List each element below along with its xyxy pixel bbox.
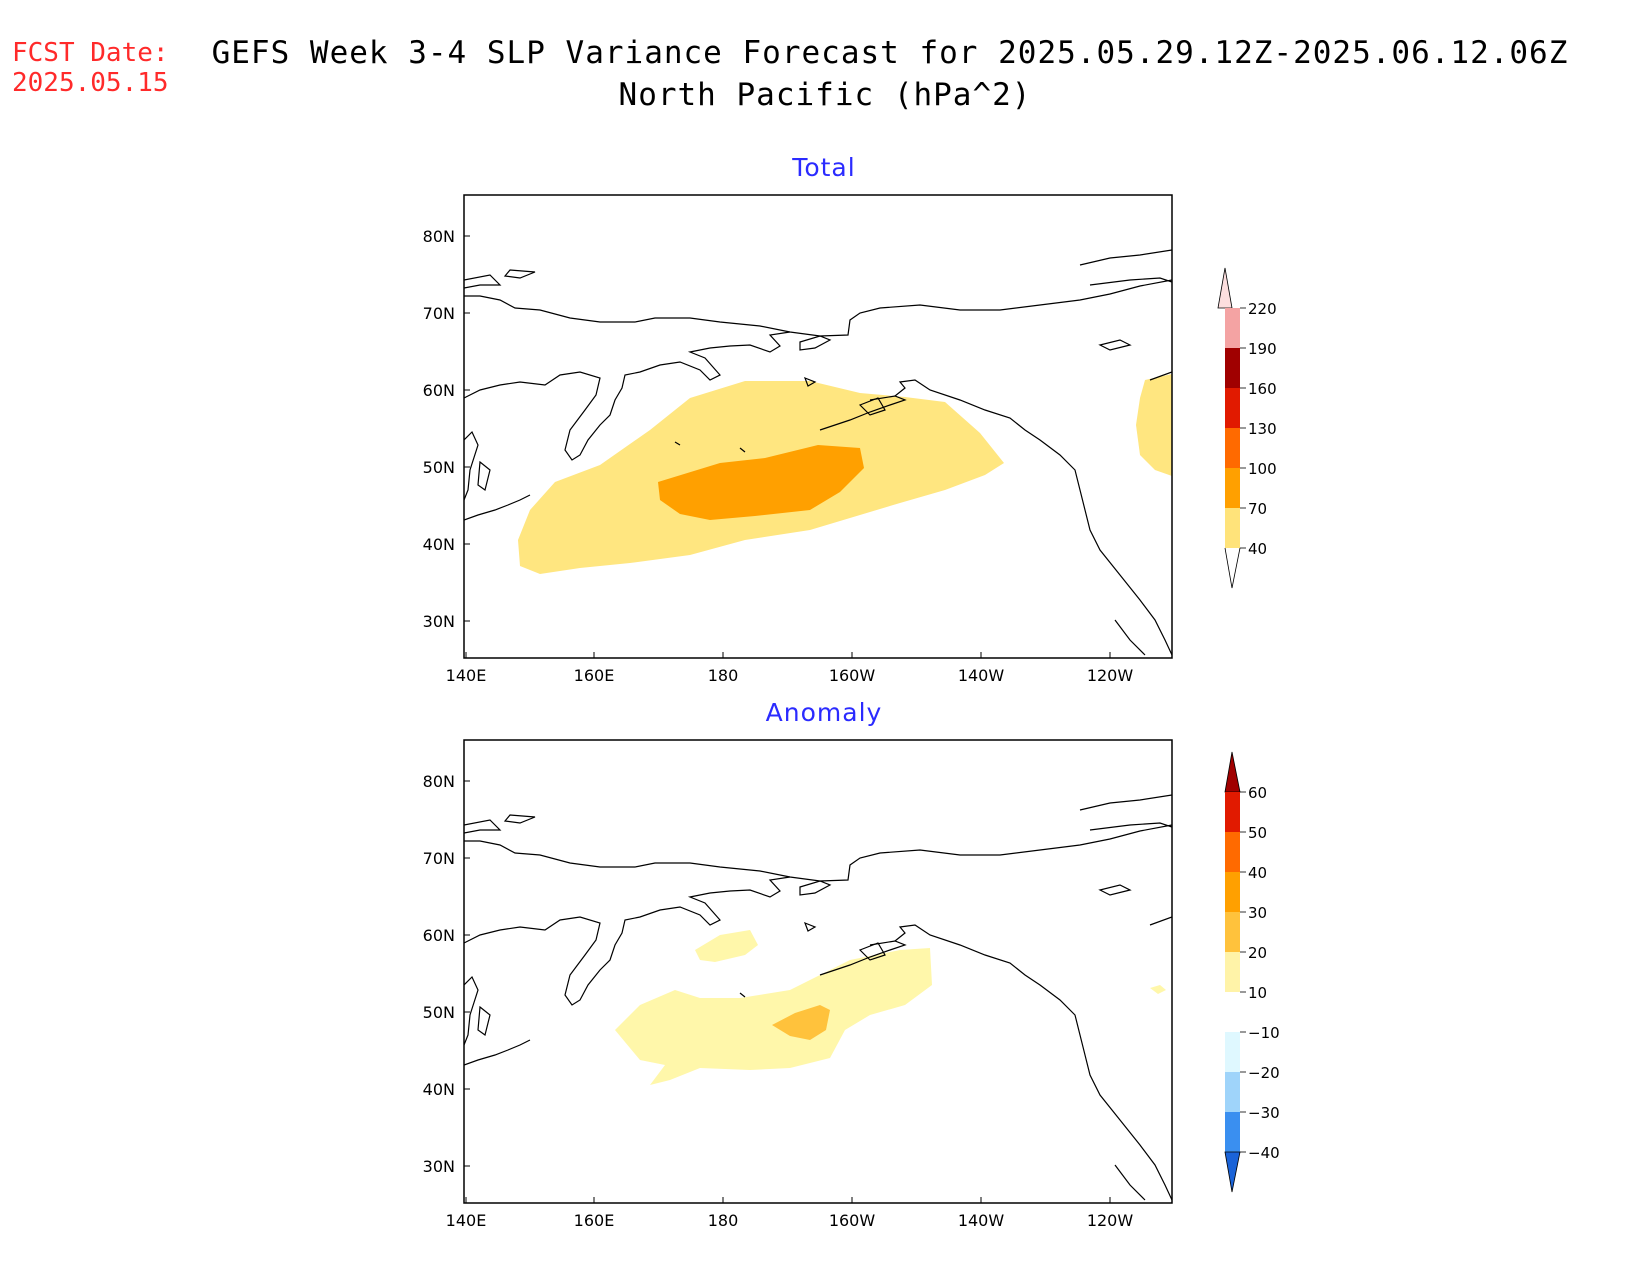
colorbar-label: 50 bbox=[1248, 824, 1267, 842]
forecast-date-label: FCST Date: bbox=[12, 38, 169, 68]
lon-label: 160W bbox=[829, 1211, 876, 1230]
forecast-date-block: FCST Date: 2025.05.15 bbox=[12, 38, 169, 98]
colorbar-label: −20 bbox=[1248, 1064, 1280, 1082]
anomaly-contour-10-20-right bbox=[1150, 985, 1166, 994]
variance-contour-70-100 bbox=[658, 445, 864, 520]
colorbar-label: 130 bbox=[1248, 420, 1277, 438]
lat-label: 50N bbox=[423, 1003, 455, 1022]
colorbar-arrow-top bbox=[1224, 751, 1241, 793]
colorbar-swatch bbox=[1225, 308, 1240, 348]
lon-label: 140W bbox=[958, 666, 1005, 685]
lat-label: 30N bbox=[423, 612, 455, 631]
title-line-1: GEFS Week 3-4 SLP Variance Forecast for … bbox=[211, 35, 1569, 71]
panel-anomaly: Anomaly bbox=[423, 698, 1280, 1230]
lat-label: 30N bbox=[423, 1157, 455, 1176]
colorbar-swatch bbox=[1225, 388, 1240, 428]
lat-label: 60N bbox=[423, 926, 455, 945]
colorbar-swatch bbox=[1225, 1112, 1240, 1152]
colorbar-swatch bbox=[1225, 872, 1240, 912]
anomaly-contour-10-20-north bbox=[695, 930, 758, 962]
lon-label: 120W bbox=[1087, 1211, 1134, 1230]
lon-label: 140W bbox=[958, 1211, 1005, 1230]
panel-title-total: Total bbox=[791, 153, 855, 182]
colorbar-swatch bbox=[1225, 428, 1240, 468]
lon-label: 160E bbox=[574, 1211, 615, 1230]
colorbar-label: 30 bbox=[1248, 904, 1267, 922]
colorbar-label: −40 bbox=[1248, 1144, 1280, 1162]
anomaly-contour-20-30 bbox=[772, 1005, 830, 1040]
panel-total: Total bbox=[423, 153, 1277, 685]
colorbar-swatch bbox=[1225, 468, 1240, 508]
lat-label: 40N bbox=[423, 1080, 455, 1099]
colorbar-label: 10 bbox=[1248, 984, 1267, 1002]
lat-label: 70N bbox=[423, 304, 455, 323]
colorbar-label: 190 bbox=[1248, 340, 1277, 358]
lon-axis-total: 140E 160E 180 160W 140W 120W bbox=[446, 652, 1134, 685]
lat-axis-anomaly: 80N 70N 60N 50N 40N 30N bbox=[423, 772, 470, 1176]
figure-title: GEFS Week 3-4 SLP Variance Forecast for … bbox=[0, 32, 1650, 116]
colorbar-swatch bbox=[1225, 832, 1240, 872]
colorbar-total: 220 190 160 130 100 70 40 bbox=[1217, 267, 1277, 589]
colorbar-arrow-bottom bbox=[1224, 1151, 1241, 1193]
lon-label: 160W bbox=[829, 666, 876, 685]
colorbar-label: 20 bbox=[1248, 944, 1267, 962]
lat-label: 60N bbox=[423, 381, 455, 400]
colorbar-swatch bbox=[1225, 952, 1240, 992]
coastlines-anomaly bbox=[464, 794, 1172, 1201]
colorbar-label: −30 bbox=[1248, 1104, 1280, 1122]
colorbar-label: 70 bbox=[1248, 500, 1267, 518]
colorbar-label: 160 bbox=[1248, 380, 1277, 398]
colorbar-swatch bbox=[1225, 792, 1240, 832]
map-area-anomaly bbox=[464, 794, 1172, 1201]
lon-label: 180 bbox=[708, 666, 739, 685]
anomaly-contour-10-20-main bbox=[615, 948, 932, 1085]
colorbar-anomaly: 60 50 40 30 20 10 −10 −20 −30 −40 bbox=[1224, 751, 1280, 1193]
colorbar-label: 60 bbox=[1248, 784, 1267, 802]
colorbar-swatch bbox=[1225, 912, 1240, 952]
colorbar-arrow-top bbox=[1217, 267, 1233, 309]
lon-label: 140E bbox=[446, 1211, 487, 1230]
colorbar-swatch bbox=[1225, 1072, 1240, 1112]
colorbar-label: 40 bbox=[1248, 540, 1267, 558]
colorbar-label: 100 bbox=[1248, 460, 1277, 478]
forecast-date-value: 2025.05.15 bbox=[12, 68, 169, 98]
lat-label: 80N bbox=[423, 772, 455, 791]
lat-label: 50N bbox=[423, 458, 455, 477]
colorbar-swatch bbox=[1225, 348, 1240, 388]
coastlines-total bbox=[464, 249, 1172, 656]
lon-label: 180 bbox=[708, 1211, 739, 1230]
lon-label: 120W bbox=[1087, 666, 1134, 685]
colorbar-swatch bbox=[1225, 1032, 1240, 1072]
colorbar-label: 220 bbox=[1248, 300, 1277, 318]
lon-label: 140E bbox=[446, 666, 487, 685]
lat-label: 80N bbox=[423, 227, 455, 246]
colorbar-arrow-bottom bbox=[1224, 547, 1241, 589]
lat-axis-total: 80N 70N 60N 50N 40N 30N bbox=[423, 227, 470, 631]
colorbar-swatch bbox=[1225, 508, 1240, 548]
map-area-total bbox=[464, 249, 1172, 656]
map-frame-total bbox=[463, 194, 1173, 659]
lon-axis-anomaly: 140E 160E 180 160W 140W 120W bbox=[446, 1197, 1134, 1230]
lon-label: 160E bbox=[574, 666, 615, 685]
lat-label: 70N bbox=[423, 849, 455, 868]
panel-title-anomaly: Anomaly bbox=[766, 698, 883, 727]
variance-contour-right-edge bbox=[1136, 374, 1172, 476]
colorbar-label: 40 bbox=[1248, 864, 1267, 882]
lat-label: 40N bbox=[423, 535, 455, 554]
colorbar-label: −10 bbox=[1248, 1024, 1280, 1042]
title-line-2: North Pacific (hPa^2) bbox=[618, 77, 1032, 113]
colorbar-swatch bbox=[1225, 992, 1240, 1032]
map-frame-anomaly bbox=[463, 739, 1173, 1204]
